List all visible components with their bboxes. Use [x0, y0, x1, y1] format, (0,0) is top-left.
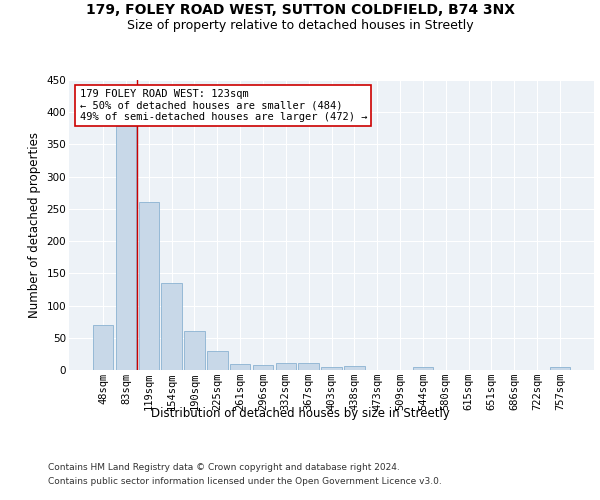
Bar — [253, 365, 273, 370]
Bar — [344, 366, 365, 370]
Bar — [321, 367, 342, 370]
Bar — [93, 325, 113, 370]
Text: 179 FOLEY ROAD WEST: 123sqm
← 50% of detached houses are smaller (484)
49% of se: 179 FOLEY ROAD WEST: 123sqm ← 50% of det… — [79, 88, 367, 122]
Text: Contains public sector information licensed under the Open Government Licence v3: Contains public sector information licen… — [48, 478, 442, 486]
Bar — [275, 363, 296, 370]
Text: Distribution of detached houses by size in Streetly: Distribution of detached houses by size … — [151, 408, 449, 420]
Bar — [184, 332, 205, 370]
Bar — [550, 367, 570, 370]
Bar — [116, 126, 136, 370]
Bar — [298, 363, 319, 370]
Text: 179, FOLEY ROAD WEST, SUTTON COLDFIELD, B74 3NX: 179, FOLEY ROAD WEST, SUTTON COLDFIELD, … — [86, 2, 515, 16]
Bar — [413, 367, 433, 370]
Bar — [207, 350, 227, 370]
Text: Contains HM Land Registry data © Crown copyright and database right 2024.: Contains HM Land Registry data © Crown c… — [48, 462, 400, 471]
Bar — [161, 283, 182, 370]
Y-axis label: Number of detached properties: Number of detached properties — [28, 132, 41, 318]
Bar — [139, 202, 159, 370]
Bar — [230, 364, 250, 370]
Text: Size of property relative to detached houses in Streetly: Size of property relative to detached ho… — [127, 18, 473, 32]
